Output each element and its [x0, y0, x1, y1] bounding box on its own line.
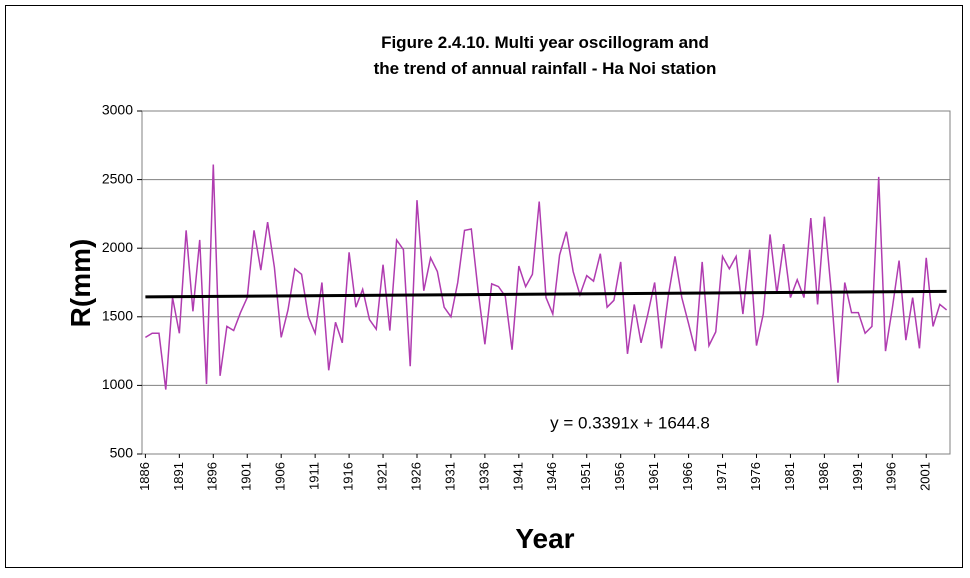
x-axis-label: Year [515, 523, 574, 554]
y-tick-label: 1500 [102, 308, 133, 324]
x-tick-label: 1891 [171, 462, 186, 491]
y-tick-label: 3000 [102, 102, 133, 118]
x-tick-label: 1901 [239, 462, 254, 491]
x-tick-label: 1926 [408, 462, 423, 491]
plot-area [141, 110, 951, 455]
x-tick-label: 1946 [544, 462, 559, 491]
x-tick-label: 1956 [612, 462, 627, 491]
x-tick-label: 1961 [646, 462, 661, 491]
x-tick-label: 1931 [442, 462, 457, 491]
y-tick-label: 2500 [102, 170, 133, 186]
x-tick-label: 1991 [850, 462, 865, 491]
x-tick-label: 1916 [341, 462, 356, 491]
x-tick-label: 1911 [307, 462, 322, 490]
data-line [145, 164, 948, 390]
x-tick-label: 1971 [714, 462, 729, 491]
x-tick-label: 1966 [680, 462, 695, 491]
chart-title: the trend of annual rainfall - Ha Noi st… [374, 59, 717, 78]
x-tick-label: 1896 [205, 462, 220, 491]
x-tick-label: 1941 [510, 462, 525, 491]
x-tick-label: 1976 [748, 462, 763, 491]
x-tick-label: 1886 [137, 462, 152, 491]
y-tick-label: 500 [110, 445, 134, 461]
y-tick-label: 2000 [102, 239, 133, 255]
x-tick-label: 1921 [374, 462, 389, 491]
x-tick-label: 1996 [884, 462, 899, 491]
trend-line [145, 289, 947, 299]
x-tick-label: 2001 [918, 462, 933, 491]
x-tick-label: 1986 [816, 462, 831, 491]
x-tick-label: 1906 [273, 462, 288, 491]
chart-title: Figure 2.4.10. Multi year oscillogram an… [381, 33, 709, 52]
x-tick-label: 1951 [578, 462, 593, 491]
x-tick-label: 1981 [782, 462, 797, 491]
x-tick-label: 1936 [476, 462, 491, 491]
trend-equation: y = 0.3391x + 1644.8 [550, 413, 710, 432]
y-tick-label: 1000 [102, 376, 133, 392]
y-axis-label: R(mm) [65, 239, 96, 328]
